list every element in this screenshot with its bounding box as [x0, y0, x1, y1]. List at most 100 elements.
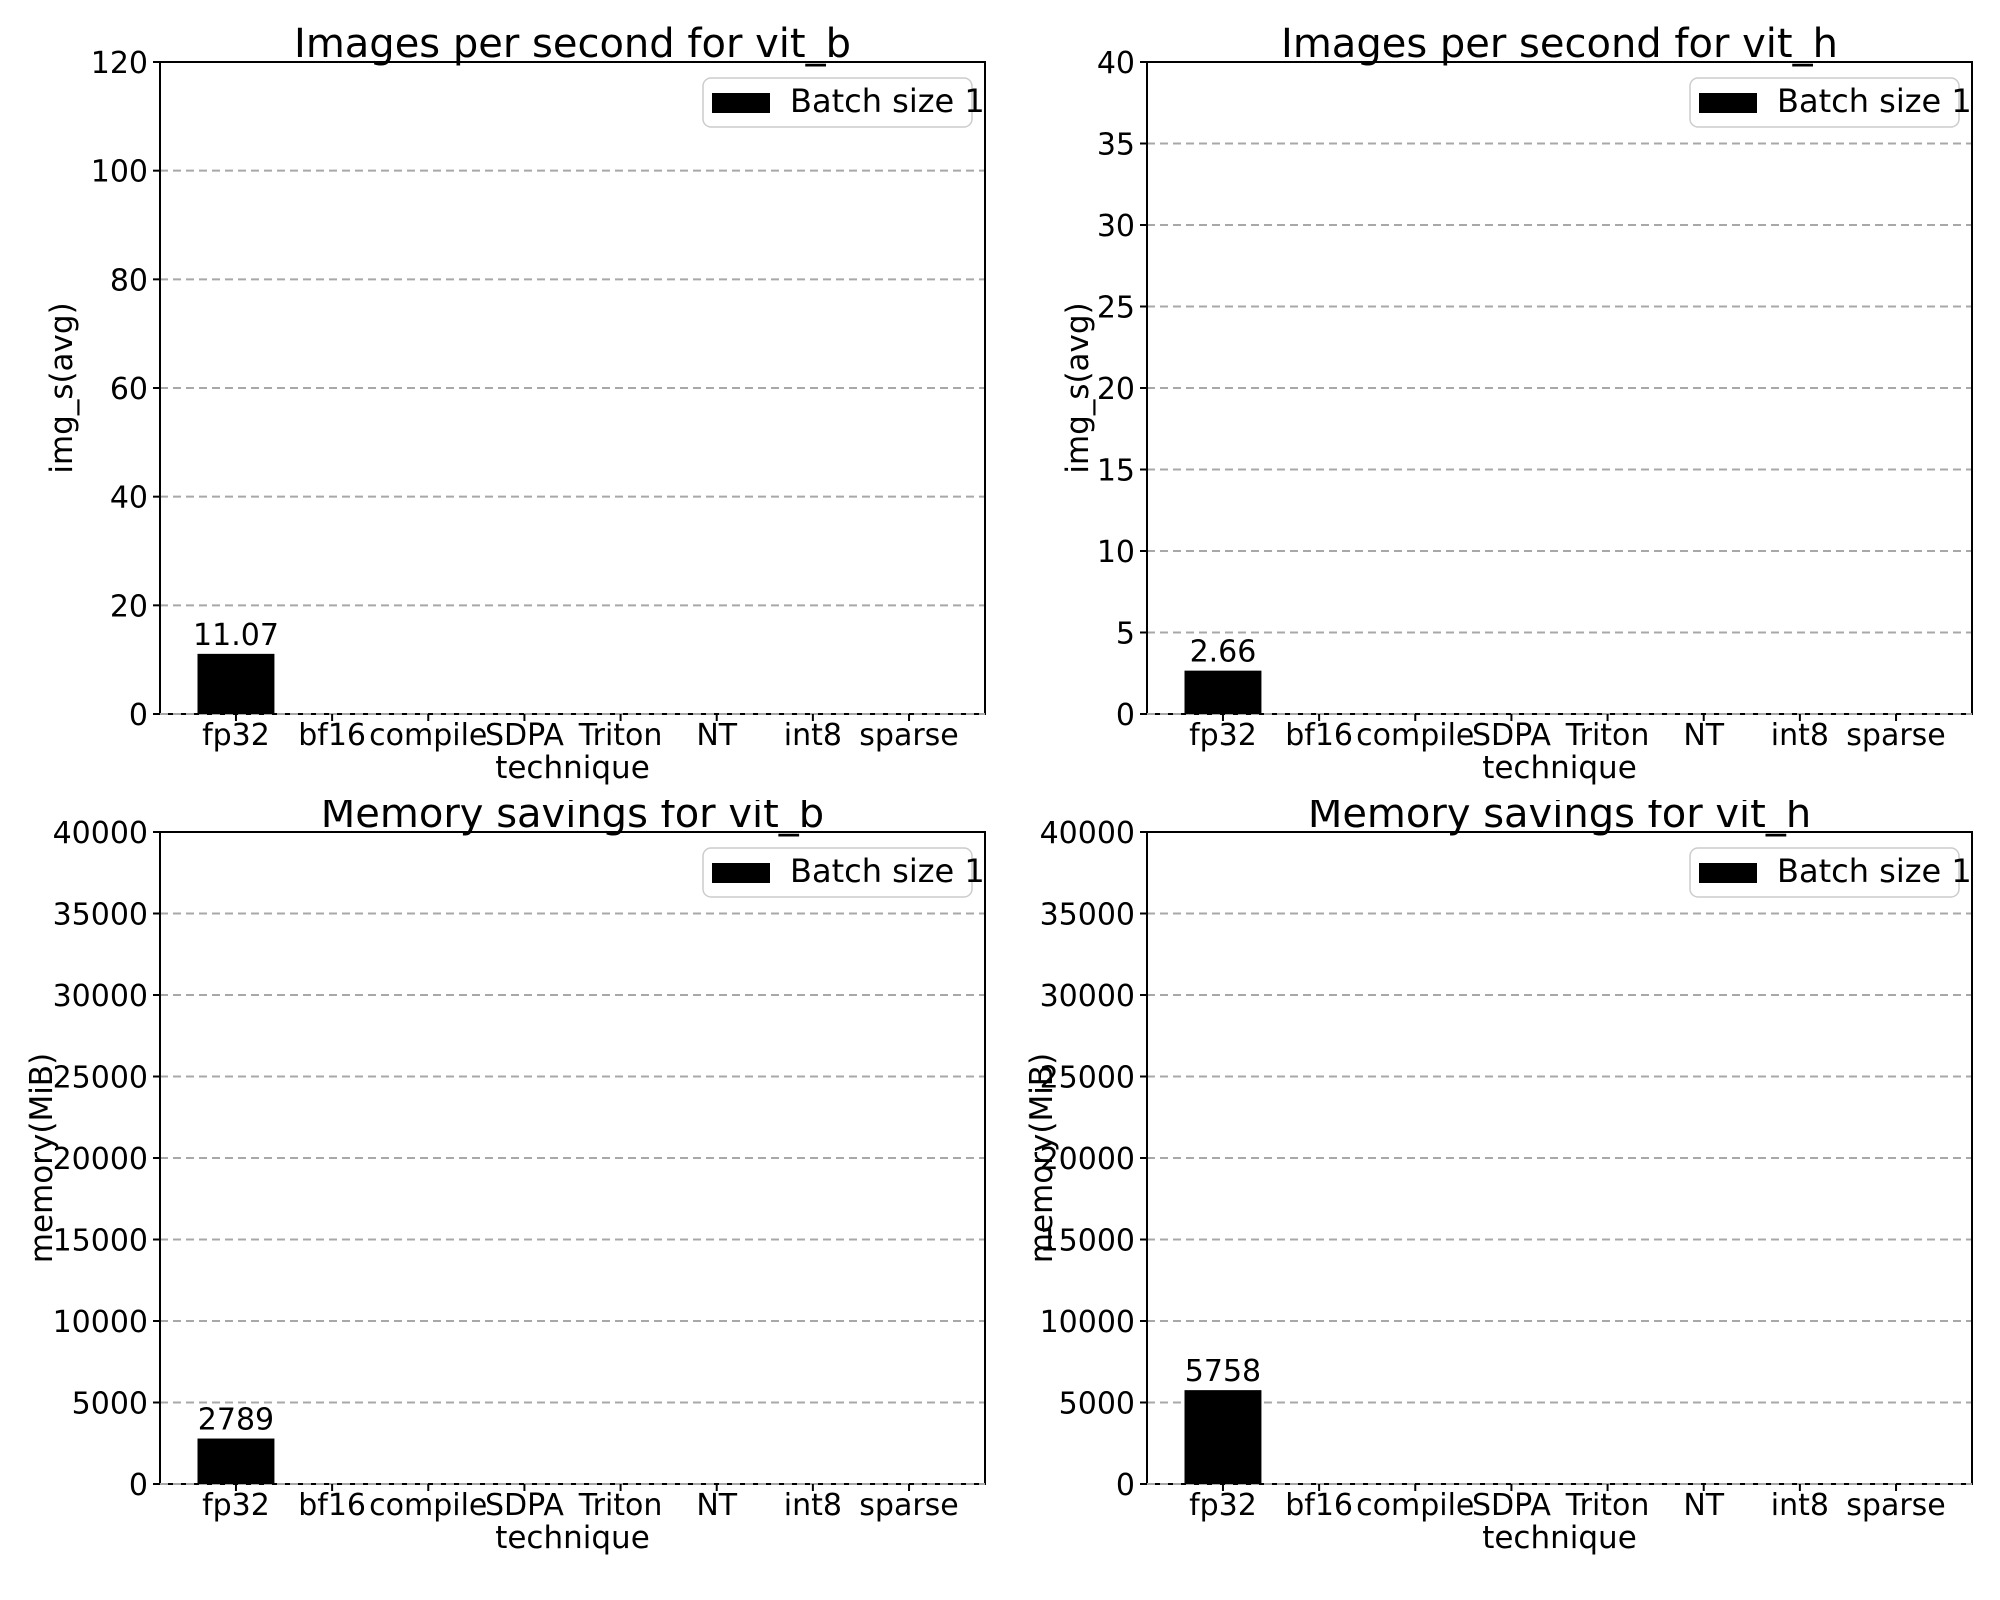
chart-images-per-second-vit_b: 11.07 0 20 40 60 80 100 120 fp32 bf16 compile SDPA T… [0, 0, 1000, 800]
bar-fp32 [1184, 1390, 1262, 1484]
y-tick-label: 30000 [53, 979, 148, 1014]
x-tick-label: SDPA [485, 718, 564, 753]
x-tick-label: sparse [1846, 718, 1945, 753]
y-tick-label: 40000 [53, 816, 148, 851]
x-tick-label: Triton [1565, 718, 1650, 753]
y-tick-label: 40 [1097, 46, 1135, 81]
y-tick-label: 60 [110, 372, 148, 407]
x-tick-label: Triton [1565, 1488, 1650, 1523]
chart-memory-savings-vit_h: 5758 0 5000 10000 15000 20000 25000 30000 35000 4… [1000, 791, 2000, 1600]
x-tick-label: fp32 [202, 1488, 270, 1523]
y-axis-label: memory(MiB) [24, 1053, 60, 1263]
x-tick-label: fp32 [202, 718, 270, 753]
legend-label: Batch size 1 [790, 82, 985, 120]
y-tick-label: 15 [1097, 454, 1135, 489]
y-tick-label: 10000 [53, 1305, 148, 1340]
x-tick-label: NT [1683, 1488, 1724, 1523]
bar-fp32 [1184, 670, 1262, 714]
y-tick-label: 25 [1097, 291, 1135, 326]
legend-swatch [712, 863, 770, 883]
x-tick-label: int8 [784, 718, 842, 753]
bar-value-label: 2789 [198, 1403, 274, 1438]
chart-title: Images per second for vit_b [294, 21, 851, 67]
bar-value-label: 5758 [1185, 1354, 1261, 1389]
chart-title: Memory savings for vit_h [1308, 800, 1811, 837]
x-tick-label: SDPA [485, 1488, 564, 1523]
x-tick-label: bf16 [1285, 1488, 1353, 1523]
y-tick-label: 35000 [53, 898, 148, 933]
y-tick-label: 15000 [53, 1224, 148, 1259]
legend-swatch [712, 93, 770, 113]
y-tick-label: 35 [1097, 128, 1135, 163]
y-tick-label: 10000 [1040, 1305, 1135, 1340]
y-axis-label: memory(MiB) [1024, 1053, 1060, 1263]
x-tick-label: Triton [578, 718, 663, 753]
chart-title: Memory savings for vit_b [321, 800, 824, 837]
x-tick-label: fp32 [1189, 718, 1257, 753]
y-tick-label: 80 [110, 263, 148, 298]
legend-box [702, 847, 973, 898]
bar-value-label: 2.66 [1190, 635, 1257, 670]
bar-fp32 [197, 1438, 275, 1484]
legend: Batch size 1 [702, 77, 985, 128]
x-tick-label: NT [1683, 718, 1724, 753]
y-tick-label: 20000 [1040, 1142, 1135, 1177]
y-tick-label: 40000 [1040, 816, 1135, 851]
x-tick-label: sparse [859, 718, 958, 753]
y-tick-label: 0 [1116, 1468, 1135, 1503]
x-axis-label: technique [495, 1520, 650, 1556]
legend-box [1689, 77, 1960, 128]
x-tick-label: NT [696, 718, 737, 753]
y-tick-label: 5 [1116, 617, 1135, 652]
x-tick-label: compile [1356, 1488, 1474, 1523]
legend-label: Batch size 1 [1777, 82, 1972, 120]
legend-label: Batch size 1 [790, 852, 985, 890]
y-tick-label: 40 [110, 481, 148, 516]
y-axis-label: img_s(avg) [44, 302, 80, 473]
legend-swatch [1699, 93, 1757, 113]
y-tick-label: 15000 [1040, 1224, 1135, 1259]
y-tick-label: 30000 [1040, 979, 1135, 1014]
x-tick-label: bf16 [1285, 718, 1353, 753]
legend-box [702, 77, 973, 128]
y-tick-label: 30 [1097, 209, 1135, 244]
y-tick-label: 0 [1116, 698, 1135, 733]
legend-box [1689, 847, 1960, 898]
x-tick-label: Triton [578, 1488, 663, 1523]
y-tick-label: 20 [110, 589, 148, 624]
x-tick-label: NT [696, 1488, 737, 1523]
chart-svg-memory-savings-vit_b: 2789 0 5000 10000 15000 20000 25000 30000 35000 4… [24, 791, 986, 1556]
y-tick-label: 5000 [1059, 1387, 1135, 1422]
y-tick-label: 0 [129, 1468, 148, 1503]
legend-swatch [1699, 863, 1757, 883]
chart-title: Images per second for vit_h [1281, 21, 1838, 67]
legend: Batch size 1 [702, 847, 985, 898]
y-tick-label: 25000 [53, 1061, 148, 1096]
x-tick-label: sparse [1846, 1488, 1945, 1523]
x-axis-label: technique [1482, 750, 1637, 786]
bar-fp32 [197, 653, 275, 714]
x-tick-label: compile [369, 1488, 487, 1523]
x-tick-label: int8 [1771, 1488, 1829, 1523]
x-tick-label: int8 [1771, 718, 1829, 753]
x-tick-label: SDPA [1472, 1488, 1551, 1523]
legend: Batch size 1 [1689, 77, 1972, 128]
y-tick-label: 10 [1097, 535, 1135, 570]
x-tick-label: bf16 [298, 718, 366, 753]
bar-value-label: 11.07 [193, 618, 279, 653]
x-tick-label: int8 [784, 1488, 842, 1523]
y-tick-label: 5000 [72, 1387, 148, 1422]
y-tick-label: 25000 [1040, 1061, 1135, 1096]
x-axis-label: technique [495, 750, 650, 786]
y-tick-label: 100 [91, 155, 148, 190]
y-tick-label: 0 [129, 698, 148, 733]
y-tick-label: 35000 [1040, 898, 1135, 933]
x-tick-label: fp32 [1189, 1488, 1257, 1523]
x-tick-label: bf16 [298, 1488, 366, 1523]
x-axis-label: technique [1482, 1520, 1637, 1556]
legend: Batch size 1 [1689, 847, 1972, 898]
y-tick-label: 20 [1097, 372, 1135, 407]
